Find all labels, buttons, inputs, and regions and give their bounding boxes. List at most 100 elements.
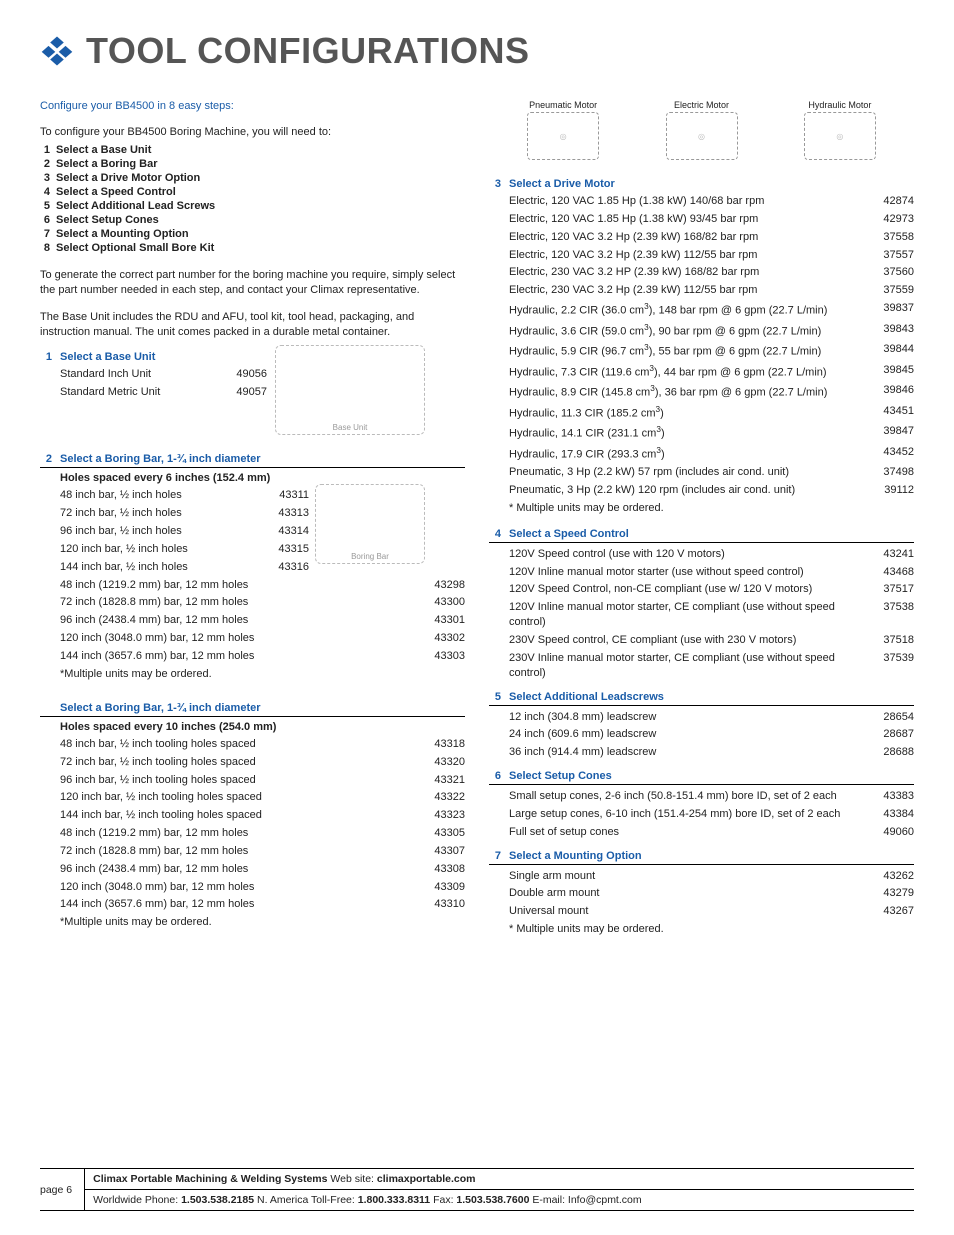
part-desc: Standard Metric Unit	[60, 385, 213, 400]
part-row: 96 inch bar, ½ inch tooling holes spaced…	[60, 773, 465, 788]
part-row: 144 inch (3657.6 mm) bar, 12 mm holes433…	[60, 897, 465, 912]
part-number: 43323	[421, 808, 465, 823]
part-number: 28687	[870, 727, 914, 742]
part-row: 96 inch (2438.4 mm) bar, 12 mm holes 4330…	[60, 613, 465, 628]
section-6-rows: Small setup cones, 2-6 inch (50.8-151.4 …	[509, 789, 914, 840]
part-row: 96 inch (2438.4 mm) bar, 12 mm holes4330…	[60, 862, 465, 877]
intro-step: 3Select a Drive Motor Option	[40, 172, 465, 184]
part-desc: 144 inch (3657.6 mm) bar, 12 mm holes	[60, 649, 411, 664]
part-number: 43301	[421, 613, 465, 628]
part-number: 43314	[265, 524, 309, 539]
part-desc: 36 inch (914.4 mm) leadscrew	[509, 745, 860, 760]
part-row: Hydraulic, 8.9 CIR (145.8 cm3), 36 bar r…	[509, 383, 914, 401]
left-column: Configure your BB4500 in 8 easy steps: T…	[40, 100, 465, 935]
part-number: 43311	[265, 488, 309, 503]
part-number: 43302	[421, 631, 465, 646]
part-number: 39844	[870, 342, 914, 360]
intro-step: 5Select Additional Lead Screws	[40, 200, 465, 212]
part-desc: 120 inch (3048.0 mm) bar, 12 mm holes	[60, 631, 411, 646]
intro-step: 7Select a Mounting Option	[40, 228, 465, 240]
part-desc: 96 inch (2438.4 mm) bar, 12 mm holes	[60, 613, 411, 628]
part-row: 72 inch (1828.8 mm) bar, 12 mm holes4330…	[60, 595, 465, 610]
part-row: 96 inch bar, ½ inch holes43314	[60, 524, 309, 539]
part-number: 43300	[421, 595, 465, 610]
part-row: 120 inch (3048.0 mm) bar, 12 mm holes 433…	[60, 631, 465, 646]
part-desc: Hydraulic, 8.9 CIR (145.8 cm3), 36 bar r…	[509, 383, 860, 401]
page-title: TOOL CONFIGURATIONS	[86, 30, 530, 72]
intro-step: 6Select Setup Cones	[40, 214, 465, 226]
part-number: 43262	[870, 869, 914, 884]
part-desc: 230V Speed control, CE compliant (use wi…	[509, 633, 860, 648]
part-number: 39845	[870, 363, 914, 381]
part-row: 120V Speed control (use with 120 V motor…	[509, 547, 914, 562]
part-desc: Hydraulic, 5.9 CIR (96.7 cm3), 55 bar rp…	[509, 342, 860, 360]
part-row: Electric, 120 VAC 3.2 Hp (2.39 kW) 168/8…	[509, 230, 914, 245]
part-desc: 48 inch (1219.2 mm) bar, 12 mm holes	[60, 578, 411, 593]
section-7-rows: Single arm mount 43262 Double arm mount432…	[509, 869, 914, 920]
part-row: Single arm mount 43262	[509, 869, 914, 884]
intro-step: 8Select Optional Small Bore Kit	[40, 242, 465, 254]
part-desc: Electric, 120 VAC 1.85 Hp (1.38 kW) 140/…	[509, 194, 860, 209]
part-row: Small setup cones, 2-6 inch (50.8-151.4 …	[509, 789, 914, 804]
part-number: 43279	[870, 886, 914, 901]
part-number: 37498	[870, 465, 914, 480]
part-row: Electric, 230 VAC 3.2 Hp (2.39 kW) 112/5…	[509, 283, 914, 298]
part-number: 43267	[870, 904, 914, 919]
part-number: 37518	[870, 633, 914, 648]
intro-heading: Configure your BB4500 in 8 easy steps:	[40, 100, 465, 112]
part-desc: Electric, 230 VAC 3.2 HP (2.39 kW) 168/8…	[509, 265, 860, 280]
part-number: 39112	[870, 483, 914, 498]
part-number: 43307	[421, 844, 465, 859]
electric-motor-figure: Electric Motor◎	[633, 100, 769, 160]
part-number: 43451	[870, 404, 914, 422]
part-row: 144 inch (3657.6 mm) bar, 12 mm holes433…	[60, 649, 465, 664]
part-desc: Hydraulic, 17.9 CIR (293.3 cm3)	[509, 445, 860, 463]
part-number: 37559	[870, 283, 914, 298]
part-number: 43298	[421, 578, 465, 593]
part-number: 39847	[870, 424, 914, 442]
part-number: 43310	[421, 897, 465, 912]
part-row: Pneumatic, 3 Hp (2.2 kW) 120 rpm (includ…	[509, 483, 914, 498]
hydraulic-motor-figure: Hydraulic Motor◎	[772, 100, 908, 160]
part-row: Electric, 120 VAC 1.85 Hp (1.38 kW) 93/4…	[509, 212, 914, 227]
part-row: 120V Speed Control, non-CE compliant (us…	[509, 582, 914, 597]
part-row: 120 inch (3048.0 mm) bar, 12 mm holes433…	[60, 880, 465, 895]
part-row: Pneumatic, 3 Hp (2.2 kW) 57 rpm (include…	[509, 465, 914, 480]
part-desc: Single arm mount	[509, 869, 860, 884]
part-row: Full set of setup cones49060	[509, 825, 914, 840]
part-desc: 120V Speed control (use with 120 V motor…	[509, 547, 860, 562]
section-2a-head: 2 Select a Boring Bar, 1-¾ inch diameter	[40, 453, 465, 468]
part-number: 43383	[870, 789, 914, 804]
section-3-rows: Electric, 120 VAC 1.85 Hp (1.38 kW) 140/…	[509, 194, 914, 498]
part-row: Electric, 120 VAC 1.85 Hp (1.38 kW) 140/…	[509, 194, 914, 209]
part-number: 49057	[223, 385, 267, 400]
part-number: 43318	[421, 737, 465, 752]
part-desc: 72 inch bar, ½ inch holes	[60, 506, 255, 521]
part-row: 48 inch bar, ½ inch holes43311	[60, 488, 309, 503]
page-footer: page 6 Climax Portable Machining & Weldi…	[40, 1168, 914, 1211]
part-desc: 230V Inline manual motor starter, CE com…	[509, 651, 860, 681]
part-number: 43468	[870, 565, 914, 580]
part-row: 230V Inline manual motor starter, CE com…	[509, 651, 914, 681]
part-row: 120V Inline manual motor starter, CE com…	[509, 600, 914, 630]
part-row: 72 inch bar, ½ inch tooling holes spaced…	[60, 755, 465, 770]
section-2a-sub: Holes spaced every 6 inches (152.4 mm)	[60, 472, 465, 484]
part-desc: 120 inch bar, ½ inch holes	[60, 542, 255, 557]
part-desc: 120V Inline manual motor starter, CE com…	[509, 600, 860, 630]
sec-title: Select a Mounting Option	[509, 850, 914, 862]
part-row: Hydraulic, 2.2 CIR (36.0 cm3), 148 bar r…	[509, 301, 914, 319]
part-desc: Electric, 120 VAC 3.2 Hp (2.39 kW) 168/8…	[509, 230, 860, 245]
part-row: 36 inch (914.4 mm) leadscrew28688	[509, 745, 914, 760]
part-number: 43320	[421, 755, 465, 770]
intro-p1: To generate the correct part number for …	[40, 268, 465, 298]
part-row: 24 inch (609.6 mm) leadscrew28687	[509, 727, 914, 742]
part-row: 72 inch bar, ½ inch holes43313	[60, 506, 309, 521]
part-row: Electric, 120 VAC 3.2 Hp (2.39 kW) 112/5…	[509, 248, 914, 263]
part-row: Double arm mount43279	[509, 886, 914, 901]
part-row: Large setup cones, 6-10 inch (151.4-254 …	[509, 807, 914, 822]
intro-step: 2Select a Boring Bar	[40, 158, 465, 170]
part-desc: 120V Speed Control, non-CE compliant (us…	[509, 582, 860, 597]
intro-steps: 1Select a Base Unit2Select a Boring Bar3…	[40, 144, 465, 254]
part-row: Electric, 230 VAC 3.2 HP (2.39 kW) 168/8…	[509, 265, 914, 280]
intro-p2: The Base Unit includes the RDU and AFU, …	[40, 310, 465, 340]
